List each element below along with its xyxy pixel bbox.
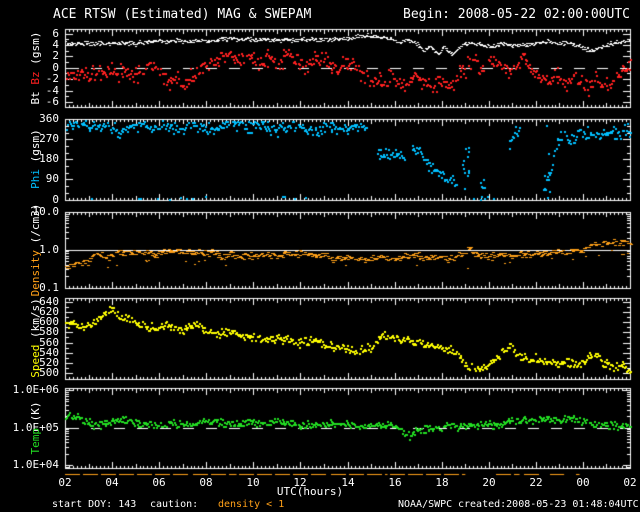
- ytick-label-bt-bz: 4: [52, 38, 59, 51]
- ytick-label-density: 10.0: [32, 205, 60, 218]
- ytick-label-temp: 1.0E+05: [12, 421, 59, 434]
- y-axis-label-segment: (gsm): [29, 129, 42, 169]
- ytick-label-bt-bz: 6: [52, 27, 59, 40]
- ytick-label-bt-bz: -4: [45, 84, 59, 97]
- y-axis-label-phi: Phi (gsm): [29, 129, 42, 189]
- xtick-label-14: 14: [341, 476, 355, 489]
- y-axis-label-bt-bz: Bt Bz (gsm): [29, 31, 42, 105]
- caution-value-label: density < 1: [218, 499, 285, 510]
- ytick-label-density: 0.1: [39, 281, 59, 294]
- xtick-label-20: 20: [482, 476, 496, 489]
- xtick-label-02: 02: [623, 476, 637, 489]
- y-axis-label-segment: Phi: [29, 168, 42, 189]
- ytick-label-bt-bz: 0: [52, 61, 59, 74]
- y-axis-label-segment: (km/s): [29, 298, 42, 345]
- y-axis-label-segment: (K): [29, 401, 42, 428]
- ytick-label-speed: 580: [39, 325, 59, 338]
- ytick-label-speed: 600: [39, 315, 59, 328]
- xtick-label-04: 04: [105, 476, 119, 489]
- x-axis-label: UTC(hours): [276, 485, 344, 498]
- y-axis-label-segment: Density: [29, 249, 42, 297]
- ytick-label-bt-bz: 2: [52, 49, 59, 62]
- ytick-label-phi: 270: [39, 132, 59, 145]
- xtick-label-16: 16: [388, 476, 402, 489]
- xtick-label-02: 02: [58, 476, 72, 489]
- xtick-label-06: 06: [152, 476, 166, 489]
- ytick-label-bt-bz: -6: [45, 95, 59, 108]
- ytick-label-speed: 620: [39, 305, 59, 318]
- ytick-label-bt-bz: -2: [45, 72, 59, 85]
- created-timestamp: created:2008-05-23 01:48:04UTC: [458, 499, 639, 510]
- ytick-label-speed: 560: [39, 336, 59, 349]
- ytick-label-phi: 360: [39, 112, 59, 125]
- agency-label: NOAA/SWPC: [398, 499, 453, 510]
- caution-label: caution:: [150, 499, 199, 510]
- y-axis-label-segment: Temp: [29, 427, 42, 455]
- xtick-label-12: 12: [293, 476, 307, 489]
- xtick-label-00: 00: [576, 476, 590, 489]
- y-axis-label-segment: (gsm): [29, 31, 42, 72]
- xtick-label-08: 08: [199, 476, 213, 489]
- ytick-label-temp: 1.0E+06: [12, 383, 59, 396]
- y-axis-label-segment: Speed: [29, 344, 42, 378]
- ytick-label-phi: 0: [52, 193, 59, 206]
- ytick-label-density: 1.0: [39, 243, 59, 256]
- ytick-label-temp: 1.0E+04: [12, 458, 59, 471]
- begin-timestamp: Begin: 2008-05-22 02:00:00UTC: [403, 7, 630, 22]
- y-axis-label-segment: Bz: [29, 71, 42, 85]
- y-axis-label-segment: (/cm3): [29, 203, 42, 250]
- y-axis-label-segment: Bt: [29, 84, 42, 105]
- ytick-label-speed: 640: [39, 295, 59, 308]
- xtick-label-18: 18: [435, 476, 449, 489]
- y-axis-label-density: Density (/cm3): [29, 203, 42, 297]
- y-axis-label-speed: Speed (km/s): [29, 298, 42, 378]
- ytick-label-phi: 90: [45, 172, 59, 185]
- ytick-label-speed: 500: [39, 366, 59, 379]
- start-doy-label: start DOY: 143: [52, 499, 137, 510]
- y-axis-label-temp: Temp (K): [29, 401, 42, 455]
- xtick-label-22: 22: [529, 476, 543, 489]
- xtick-label-10: 10: [246, 476, 260, 489]
- page-title: ACE RTSW (Estimated) MAG & SWEPAM: [53, 7, 312, 22]
- ytick-label-speed: 540: [39, 346, 59, 359]
- ytick-label-phi: 180: [39, 152, 59, 165]
- ytick-label-speed: 520: [39, 356, 59, 369]
